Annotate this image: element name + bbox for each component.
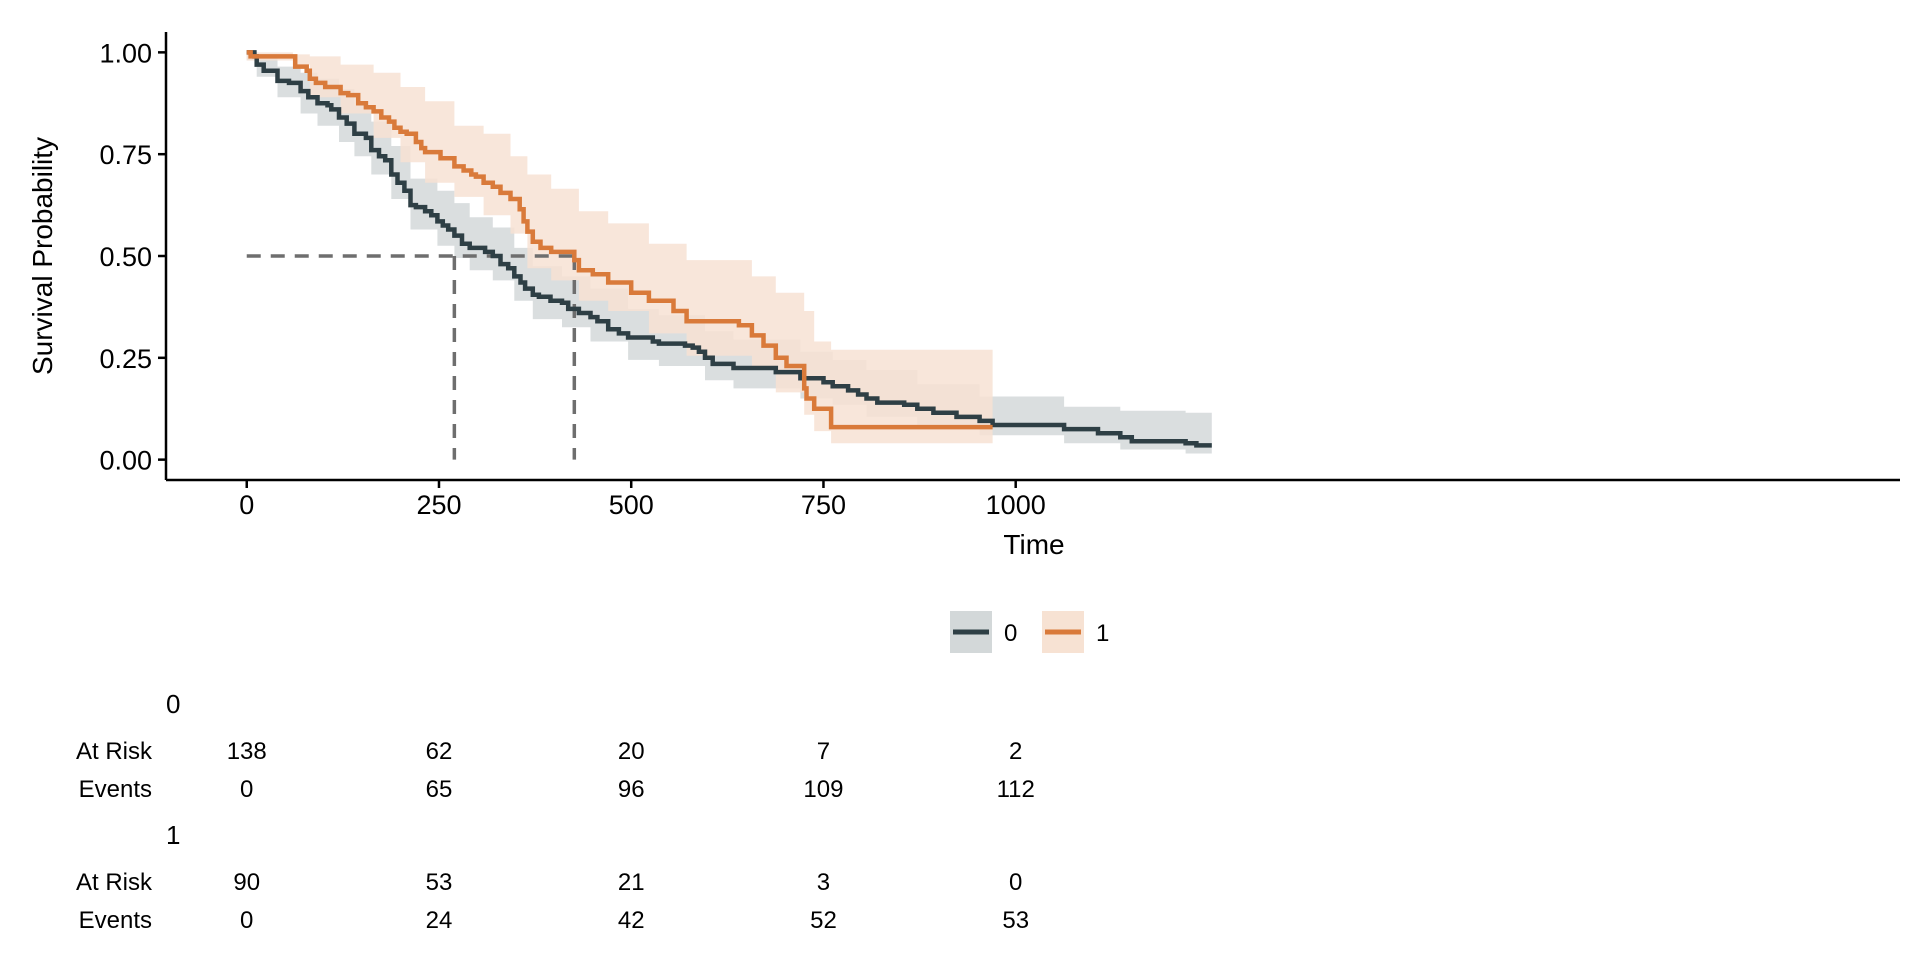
x-tick-label-750: 750 [801, 490, 846, 520]
risk-table-cell: 0 [240, 907, 253, 934]
risk-table-cell: 112 [997, 776, 1035, 803]
y-tick-label-0.25: 0.25 [99, 344, 152, 374]
y-axis-title: Survival Probability [27, 137, 58, 375]
legend-label-0: 0 [1004, 620, 1017, 647]
risk-table-row-label: At Risk [76, 869, 153, 896]
risk-table-cell: 21 [618, 869, 645, 896]
plot-area [246, 50, 1212, 460]
x-tick-label-1000: 1000 [986, 490, 1046, 520]
x-axis-title: Time [1003, 529, 1064, 560]
risk-table-row-label: Events [79, 907, 152, 934]
risk-table-cell: 138 [227, 738, 267, 765]
x-tick-label-0: 0 [239, 490, 254, 520]
risk-table-group-title-1: 1 [166, 820, 180, 850]
risk-table-cell: 0 [240, 776, 253, 803]
risk-table-row-label: At Risk [76, 738, 153, 765]
risk-table-cell: 7 [817, 738, 830, 765]
y-tick-label-1: 1.00 [99, 38, 152, 68]
risk-table-cell: 24 [426, 907, 453, 934]
risk-table-cell: 2 [1009, 738, 1022, 765]
legend-item-0: 0 [950, 611, 1017, 653]
survival-curve-1 [246, 50, 993, 430]
y-tick-label-0.75: 0.75 [99, 140, 152, 170]
risk-table-group-title-0: 0 [166, 689, 180, 719]
risk-table-row-label: Events [79, 776, 152, 803]
x-tick-label-500: 500 [609, 490, 654, 520]
legend-label-1: 1 [1096, 620, 1109, 647]
risk-table-cell: 90 [233, 869, 260, 896]
risk-table-cell: 20 [618, 738, 645, 765]
risk-table: 0 At Risk 138 62 20 7 2 Events 0 65 96 109 112 1 At Ri… [76, 689, 1035, 934]
legend-item-1: 1 [1042, 611, 1109, 653]
risk-table-cell: 52 [810, 907, 837, 934]
axes: 0 250 500 750 1000 0.00 0.25 0.50 0.75 1.00 [99, 32, 1900, 520]
risk-table-group-0: 0 At Risk 138 62 20 7 2 Events 0 65 96 109 112 [76, 689, 1035, 803]
y-tick-label-0: 0.00 [99, 446, 152, 476]
risk-table-cell: 53 [426, 869, 453, 896]
risk-table-cell: 109 [803, 776, 843, 803]
y-tick-label-0.5: 0.50 [99, 242, 152, 272]
x-tick-label-250: 250 [416, 490, 461, 520]
confidence-band-1 [246, 52, 993, 444]
risk-table-cell: 42 [618, 907, 645, 934]
risk-table-cell: 3 [817, 869, 830, 896]
risk-table-cell: 53 [1002, 907, 1029, 934]
survival-curve-0 [246, 50, 1212, 448]
risk-table-cell: 0 [1009, 869, 1022, 896]
risk-table-group-1: 1 At Risk 90 53 21 3 0 Events 0 24 42 52 53 [76, 820, 1029, 934]
risk-table-cell: 65 [426, 776, 453, 803]
risk-table-cell: 96 [618, 776, 645, 803]
risk-table-cell: 62 [426, 738, 453, 765]
